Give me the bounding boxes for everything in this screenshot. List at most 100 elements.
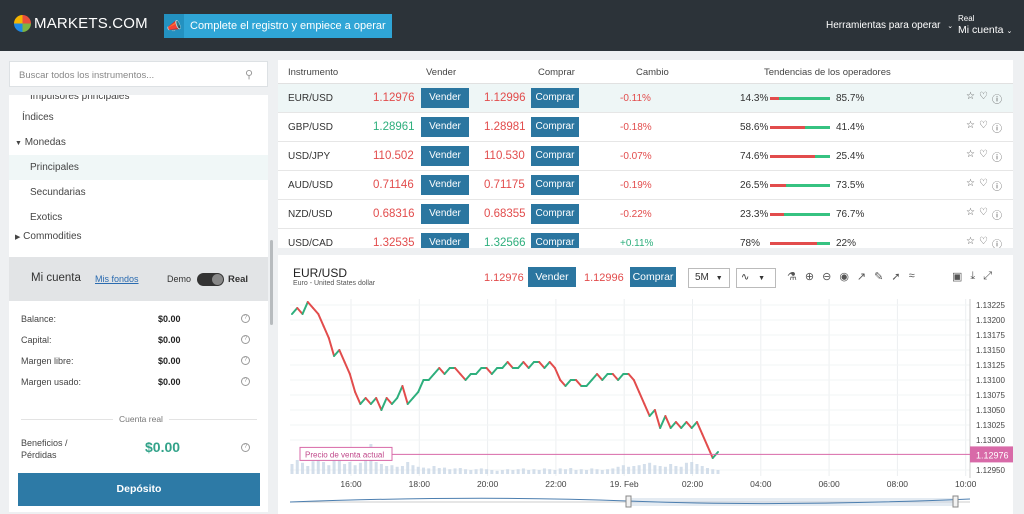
price-segment xyxy=(601,373,609,381)
nav-item-commodities[interactable]: ▶ Commodities xyxy=(15,231,82,242)
price-segment xyxy=(322,325,330,339)
sidebar-scrollbar[interactable] xyxy=(270,240,273,325)
help-icon[interactable]: ? xyxy=(241,443,250,452)
sell-button[interactable]: Vender xyxy=(421,146,469,166)
bell-icon[interactable]: ♡ xyxy=(978,149,988,160)
sell-button[interactable]: Vender xyxy=(421,175,469,195)
navigator-handle-right[interactable] xyxy=(952,495,959,508)
star-icon[interactable]: ☆ xyxy=(966,178,975,189)
search-input[interactable]: Buscar todos los instrumentos... ⚲ xyxy=(9,61,268,87)
price-chart[interactable]: 1.13225 1.13200 1.13175 1.13150 1.13125 1.131… xyxy=(278,255,1013,514)
nav-item-principales[interactable]: Principales xyxy=(9,155,268,180)
price-segment xyxy=(433,367,441,375)
buy-button[interactable]: Comprar xyxy=(531,88,579,108)
table-row[interactable]: AUD/USD 0.71146 Vender 0.71175 Comprar -0.19%… xyxy=(278,171,1013,200)
download-icon[interactable]: ⤓ xyxy=(970,270,976,282)
sell-button[interactable]: Vender xyxy=(421,204,469,224)
indicators-icon[interactable]: ⚗ xyxy=(787,271,797,283)
chart-buy-button[interactable]: Comprar xyxy=(630,267,676,287)
my-funds-link[interactable]: Mis fondos xyxy=(95,274,139,284)
volume-bar xyxy=(648,462,652,474)
help-icon[interactable]: ? xyxy=(241,356,250,365)
info-icon[interactable]: ⓘ xyxy=(991,240,1002,248)
chart-type-select[interactable]: ∿ ▼ xyxy=(736,268,776,288)
nav-item-indices[interactable]: Índices xyxy=(22,112,54,123)
volume-bar xyxy=(621,465,625,474)
star-icon[interactable]: ☆ xyxy=(966,149,975,160)
timeframe-select[interactable]: 5M ▼ xyxy=(688,268,730,288)
bell-icon[interactable]: ♡ xyxy=(978,207,988,218)
volume-bar xyxy=(290,464,294,474)
free-margin-row: Margen libre: $0.00 ? xyxy=(21,356,257,370)
deposit-button[interactable]: Depósito xyxy=(18,473,260,506)
price-segment xyxy=(390,397,399,405)
info-icon[interactable]: ⓘ xyxy=(991,124,1002,135)
search-icon[interactable]: ⚲ xyxy=(244,69,253,81)
volume-bar xyxy=(590,468,594,474)
nav-item-secundarias[interactable]: Secundarias xyxy=(30,187,86,198)
nav-item-monedas[interactable]: ▼ Monedas xyxy=(15,137,66,148)
ask-price: 110.530 xyxy=(484,150,525,162)
price-segment xyxy=(427,373,435,381)
star-icon[interactable]: ☆ xyxy=(966,207,975,218)
nav-item-impulsores[interactable]: Impulsores principales xyxy=(30,95,130,102)
y-tick-label: 1.13075 xyxy=(976,391,1005,400)
demo-real-toggle[interactable] xyxy=(197,273,224,286)
price-segment xyxy=(327,337,336,357)
trend-icon[interactable]: ↗ xyxy=(856,271,867,283)
help-icon[interactable]: ? xyxy=(241,335,250,344)
fullscreen-icon[interactable]: ⤢ xyxy=(983,270,993,282)
bell-icon[interactable]: ♡ xyxy=(978,236,988,247)
logo[interactable]: MARKETS.COM xyxy=(14,15,148,32)
star-icon[interactable]: ☆ xyxy=(966,120,975,131)
info-icon[interactable]: ⓘ xyxy=(991,153,1002,164)
chart-sell-button[interactable]: Vender xyxy=(528,267,576,287)
navigator-handle-left[interactable] xyxy=(625,495,632,508)
register-cta-button[interactable]: 📣 Complete el registro y empiece a opera… xyxy=(164,14,392,38)
account-menu[interactable]: Real Mi cuenta ⌄ xyxy=(958,14,1012,36)
info-icon[interactable]: ⓘ xyxy=(991,95,1002,106)
current-price-tag xyxy=(970,446,1013,463)
buy-button[interactable]: Comprar xyxy=(531,233,579,248)
table-row[interactable]: EUR/USD 1.12976 Vender 1.12996 Comprar -0.11%… xyxy=(278,84,1013,113)
volume-bar xyxy=(379,464,383,474)
ask-price: 1.12996 xyxy=(484,92,526,104)
bell-icon[interactable]: ♡ xyxy=(978,91,988,102)
buy-button[interactable]: Comprar xyxy=(531,146,579,166)
sell-button[interactable]: Vender xyxy=(421,88,469,108)
sell-button[interactable]: Vender xyxy=(421,233,469,248)
volume-bar xyxy=(353,465,357,474)
bell-icon[interactable]: ♡ xyxy=(978,120,988,131)
camera-icon[interactable]: ▣ xyxy=(952,271,963,283)
pattern-icon[interactable]: ≈ xyxy=(908,270,915,282)
zoom-in-icon[interactable]: ⊕ xyxy=(804,271,815,283)
help-icon[interactable]: ? xyxy=(241,314,250,323)
star-icon[interactable]: ☆ xyxy=(966,236,975,247)
help-icon[interactable]: ? xyxy=(241,377,250,386)
info-icon[interactable]: ⓘ xyxy=(991,182,1002,193)
pencil-icon[interactable]: ✎ xyxy=(874,271,884,283)
zoom-out-icon[interactable]: ⊖ xyxy=(822,271,832,283)
trading-tools-menu[interactable]: Herramientas para operar ⌄ xyxy=(826,20,953,31)
x-tick-label: 16:00 xyxy=(340,479,362,489)
table-row[interactable]: GBP/USD 1.28961 Vender 1.28981 Comprar -0.18%… xyxy=(278,113,1013,142)
star-icon[interactable]: ☆ xyxy=(966,91,975,102)
capital-value: $0.00 xyxy=(158,335,181,345)
table-row[interactable]: USD/CAD 1.32535 Vender 1.32566 Comprar +0.11%… xyxy=(278,229,1013,248)
price-segment xyxy=(690,421,698,429)
info-icon[interactable]: ⓘ xyxy=(991,211,1002,222)
price-segment xyxy=(564,379,572,387)
buy-button[interactable]: Comprar xyxy=(531,117,579,137)
sell-button[interactable]: Vender xyxy=(421,117,469,137)
buy-button[interactable]: Comprar xyxy=(531,204,579,224)
table-row[interactable]: NZD/USD 0.68316 Vender 0.68355 Comprar -0.22%… xyxy=(278,200,1013,229)
table-row[interactable]: USD/JPY 110.502 Vender 110.530 Comprar -0.07%… xyxy=(278,142,1013,171)
price-segment xyxy=(490,367,499,375)
price-segment xyxy=(411,391,420,399)
nav-item-exotics[interactable]: Exotics xyxy=(30,212,63,223)
reset-zoom-icon[interactable]: ◉ xyxy=(839,271,849,283)
bell-icon[interactable]: ♡ xyxy=(978,178,988,189)
cursor-icon[interactable]: ➚ xyxy=(891,271,901,283)
buy-button[interactable]: Comprar xyxy=(531,175,579,195)
price-segment xyxy=(664,415,672,429)
